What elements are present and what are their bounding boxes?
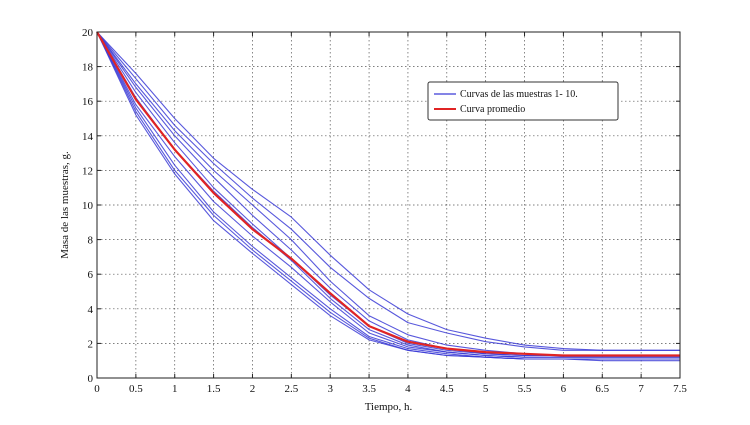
- series-line-sample: [96, 31, 680, 358]
- x-tick-label: 4.5: [440, 383, 454, 395]
- series-line-sample: [96, 31, 680, 357]
- series-line-average: [96, 31, 680, 357]
- y-tick-label: 16: [82, 96, 94, 108]
- x-tick-label: 7.5: [673, 383, 687, 395]
- x-tick-label: 1.5: [207, 383, 221, 395]
- legend-box: [427, 81, 619, 121]
- x-tick-label: 5.5: [518, 383, 532, 395]
- legend-label-samples: Curvas de las muestras 1- 10.: [460, 89, 578, 100]
- series-line-sample: [96, 31, 680, 362]
- x-tick-label: 3: [327, 383, 333, 395]
- x-tick-label: 5: [483, 383, 489, 395]
- y-tick-label: 10: [82, 200, 94, 212]
- series-line-sample: [96, 31, 680, 357]
- legend: Curvas de las muestras 1- 10. Curva prom…: [427, 81, 619, 121]
- legend-label-average: Curva promedio: [460, 104, 525, 115]
- tick-layer: 0 0.5 1 1.5 2 2.5 3 3.5 4 4.5 5 5.5 6 6.5 7 7.5 0 2 4 6 8 10 1…: [82, 27, 687, 395]
- y-tick-label: 20: [82, 27, 94, 39]
- y-axis-title: Masa de las muestras, g.: [59, 151, 71, 259]
- y-tick-label: 2: [88, 338, 94, 350]
- y-tick-label: 12: [82, 165, 93, 177]
- x-tick-label: 6.5: [595, 383, 609, 395]
- x-tick-label: 0: [94, 383, 100, 395]
- x-tick-label: 6: [561, 383, 567, 395]
- x-tick-label: 7: [638, 383, 644, 395]
- series-line-sample: [96, 31, 680, 357]
- series-line-sample: [96, 31, 680, 351]
- x-axis-title: Tiempo, h.: [365, 401, 413, 413]
- series-line-sample: [96, 31, 680, 358]
- x-tick-label: 0.5: [129, 383, 143, 395]
- series-line-sample: [96, 31, 680, 360]
- y-tick-label: 6: [88, 269, 94, 281]
- series-layer: [96, 31, 680, 362]
- x-tick-label: 4: [405, 383, 411, 395]
- y-tick-label: 4: [88, 304, 94, 316]
- y-tick-label: 14: [82, 131, 94, 143]
- x-tick-label: 1: [172, 383, 178, 395]
- x-tick-label: 3.5: [362, 383, 376, 395]
- series-line-sample: [96, 31, 680, 351]
- x-tick-label: 2.5: [284, 383, 298, 395]
- y-tick-label: 18: [82, 62, 94, 74]
- y-tick-label: 8: [88, 235, 94, 247]
- y-tick-label: 0: [88, 373, 94, 385]
- x-tick-label: 2: [250, 383, 256, 395]
